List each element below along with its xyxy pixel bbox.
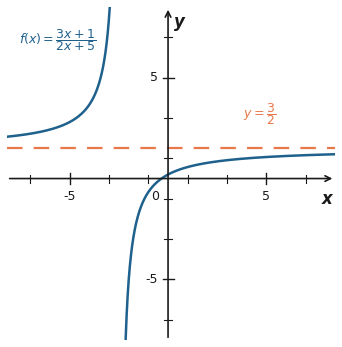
Text: x: x <box>322 190 333 208</box>
Text: -5: -5 <box>64 190 76 203</box>
Text: 5: 5 <box>150 71 158 84</box>
Text: -5: -5 <box>145 273 158 286</box>
Text: 0: 0 <box>152 190 160 203</box>
Text: $y = \dfrac{3}{2}$: $y = \dfrac{3}{2}$ <box>243 101 276 127</box>
Text: $f(x) = \dfrac{3x + 1}{2x + 5}$: $f(x) = \dfrac{3x + 1}{2x + 5}$ <box>18 27 96 53</box>
Text: 5: 5 <box>262 190 270 203</box>
Text: y: y <box>174 13 185 31</box>
